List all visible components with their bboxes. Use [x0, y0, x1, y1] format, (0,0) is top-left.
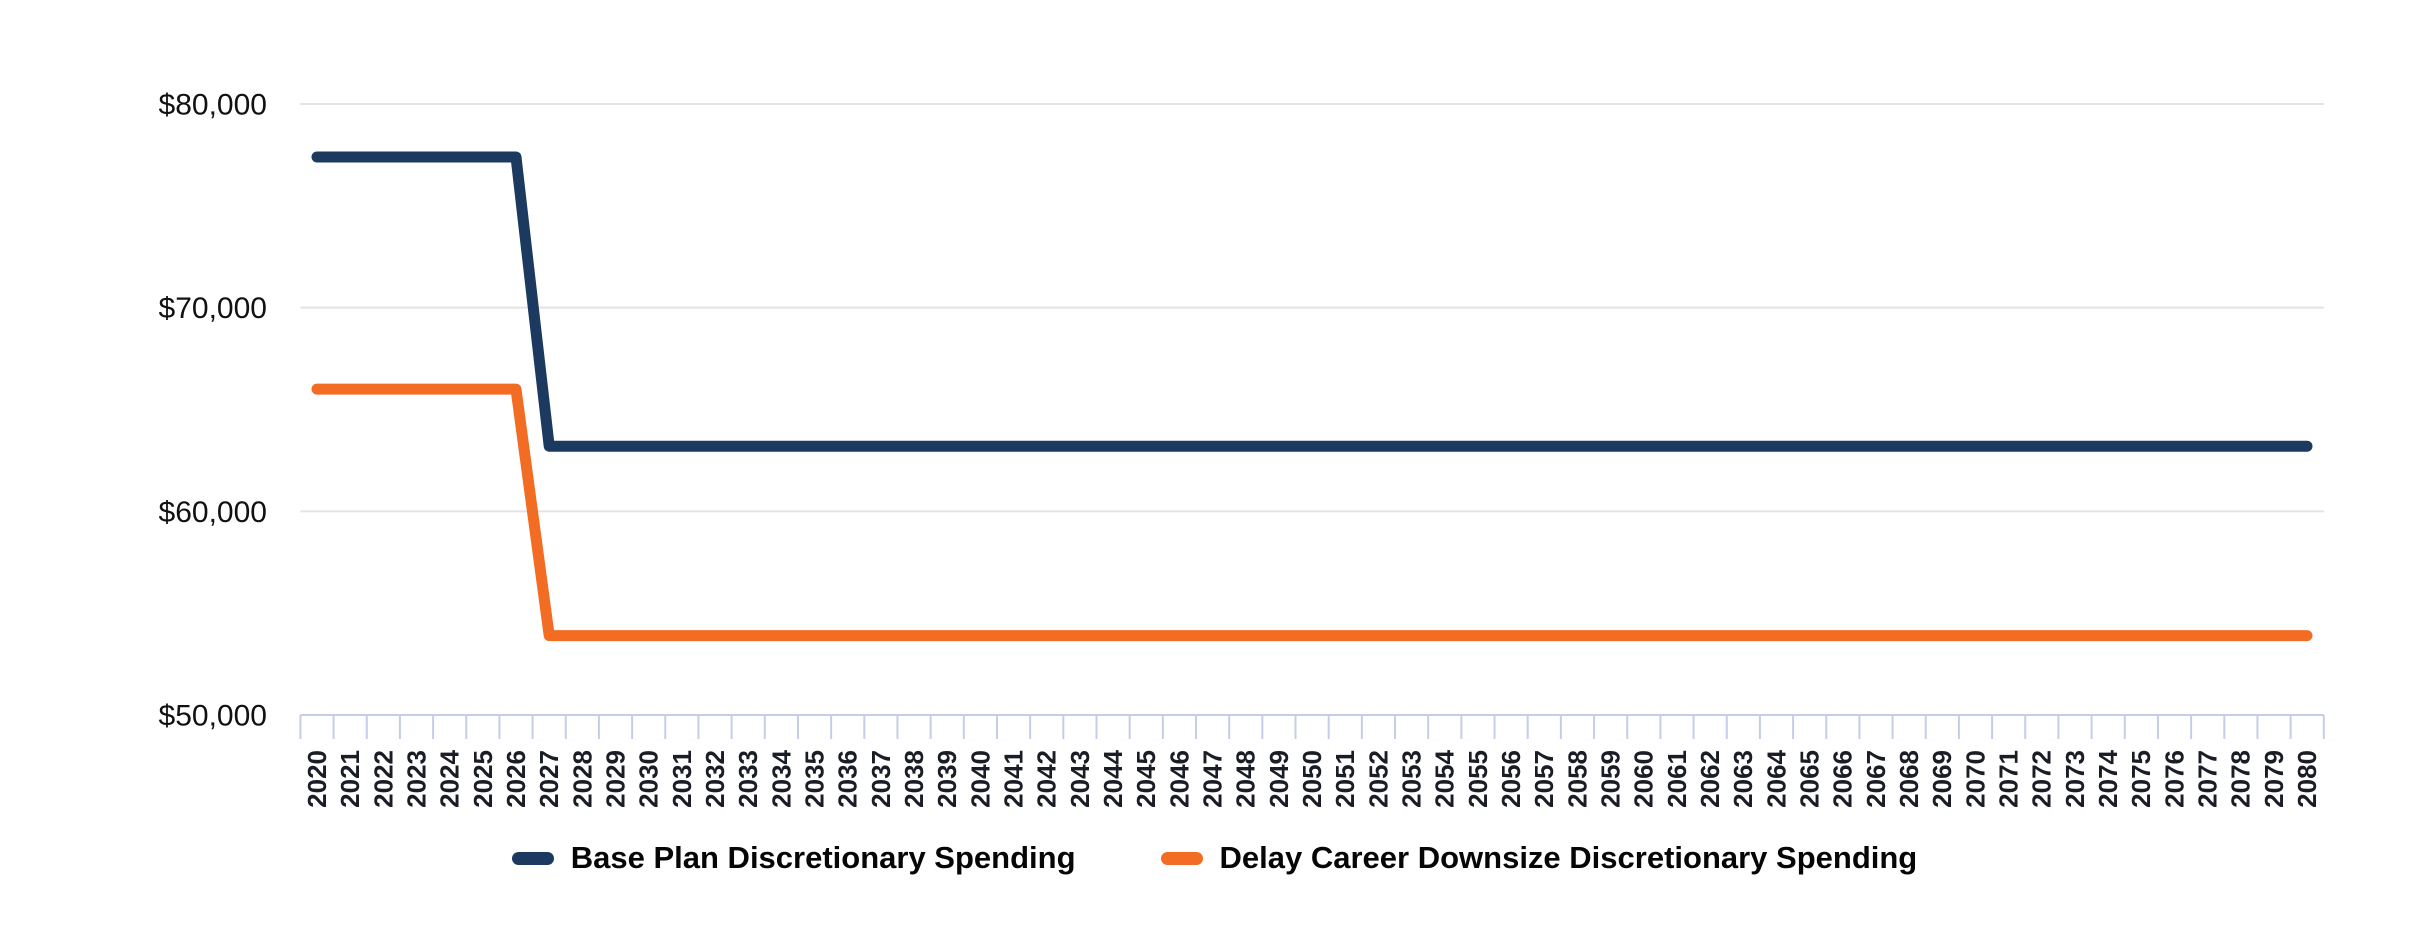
x-axis-year-label: 2037 — [866, 750, 896, 808]
x-axis-year-label: 2026 — [501, 750, 531, 808]
x-axis-year-label: 2062 — [1695, 750, 1725, 808]
x-axis-year-label: 2045 — [1131, 750, 1161, 808]
x-axis-year-label: 2075 — [2126, 750, 2156, 808]
x-axis-year-label: 2024 — [435, 749, 465, 807]
x-axis-year-label: 2028 — [567, 750, 597, 808]
base-plan-dash-icon — [511, 851, 554, 865]
x-axis-year-label: 2066 — [1828, 750, 1858, 808]
x-axis-year-label: 2065 — [1795, 750, 1825, 808]
x-axis-year-label: 2068 — [1894, 750, 1924, 808]
x-axis-year-label: 2038 — [899, 750, 929, 808]
x-axis-year-label: 2029 — [601, 750, 631, 808]
chart-legend: Base Plan Discretionary Spending Delay C… — [0, 840, 2429, 876]
x-axis-year-label: 2077 — [2193, 750, 2223, 808]
y-axis-tick-label: $80,000 — [159, 89, 267, 122]
x-axis-year-label: 2074 — [2093, 749, 2123, 807]
x-axis-year-label: 2027 — [534, 750, 564, 808]
x-axis-year-label: 2036 — [833, 750, 863, 808]
delay-career-downsize-dash-icon — [1160, 851, 1203, 865]
legend-label-base-plan: Base Plan Discretionary Spending — [570, 840, 1076, 875]
x-axis-year-label: 2054 — [1430, 749, 1460, 807]
x-axis-year-label: 2055 — [1463, 750, 1493, 808]
x-axis-year-label: 2047 — [1198, 750, 1228, 808]
x-axis-year-label: 2051 — [1330, 750, 1360, 808]
legend-item-delay-career-downsize[interactable]: Delay Career Downsize Discretionary Spen… — [1160, 840, 1918, 876]
y-axis-tick-label: $60,000 — [159, 496, 267, 529]
x-axis-year-label: 2058 — [1562, 750, 1592, 808]
series-line-delay-career-downsize — [311, 383, 2313, 642]
x-axis-year-label: 2061 — [1662, 750, 1692, 808]
x-axis-year-label: 2060 — [1629, 750, 1659, 808]
y-axis-tick-label: $70,000 — [159, 292, 267, 325]
x-axis-year-label: 2020 — [302, 750, 332, 808]
x-axis-year-label: 2025 — [468, 750, 498, 808]
x-axis-year-label: 2064 — [1761, 749, 1791, 807]
x-axis-year-label: 2071 — [1994, 750, 2024, 808]
x-axis-year-label: 2023 — [402, 750, 432, 808]
legend-label-delay-career-downsize: Delay Career Downsize Discretionary Spen… — [1219, 840, 1918, 875]
x-axis-year-label: 2048 — [1231, 750, 1261, 808]
series-line-base-plan — [311, 151, 2313, 452]
x-axis-year-label: 2034 — [766, 749, 796, 807]
x-axis-year-label: 2041 — [999, 750, 1029, 808]
x-axis-year-label: 2076 — [2159, 750, 2189, 808]
x-axis-year-label: 2078 — [2226, 750, 2256, 808]
x-axis-year-label: 2053 — [1397, 750, 1427, 808]
x-axis-year-label: 2063 — [1728, 750, 1758, 808]
x-axis-year-label: 2033 — [733, 750, 763, 808]
x-axis-year-label: 2059 — [1596, 750, 1626, 808]
x-axis-year-label: 2069 — [1927, 750, 1957, 808]
y-axis-tick-label: $50,000 — [159, 700, 267, 733]
x-axis-year-label: 2056 — [1496, 750, 1526, 808]
x-axis-year-label: 2030 — [634, 750, 664, 808]
x-axis-year-label: 2040 — [965, 750, 995, 808]
x-axis-year-label: 2035 — [800, 750, 830, 808]
x-axis-year-label: 2022 — [368, 750, 398, 808]
x-axis-year-label: 2080 — [2292, 750, 2322, 808]
x-axis-year-label: 2052 — [1363, 750, 1393, 808]
x-axis-year-label: 2072 — [2027, 750, 2057, 808]
legend-item-base-plan[interactable]: Base Plan Discretionary Spending — [511, 840, 1076, 876]
x-axis-year-label: 2021 — [335, 750, 365, 808]
x-axis-year-label: 2073 — [2060, 750, 2090, 808]
x-axis-ticks — [299, 714, 2325, 739]
x-axis-year-label: 2067 — [1861, 750, 1891, 808]
x-axis-year-label: 2070 — [1960, 750, 1990, 808]
x-axis-year-label: 2043 — [1065, 750, 1095, 808]
x-axis-year-label: 2079 — [2259, 750, 2289, 808]
x-axis-year-label: 2031 — [667, 750, 697, 808]
x-axis-year-label: 2042 — [1032, 750, 1062, 808]
x-axis-year-label: 2039 — [932, 750, 962, 808]
x-axis-year-label: 2057 — [1529, 750, 1559, 808]
x-axis-year-label: 2032 — [700, 750, 730, 808]
x-axis-year-label: 2046 — [1164, 750, 1194, 808]
x-axis-year-label: 2049 — [1264, 750, 1294, 808]
x-axis-year-label: 2050 — [1297, 750, 1327, 808]
x-axis-year-label: 2044 — [1098, 749, 1128, 807]
